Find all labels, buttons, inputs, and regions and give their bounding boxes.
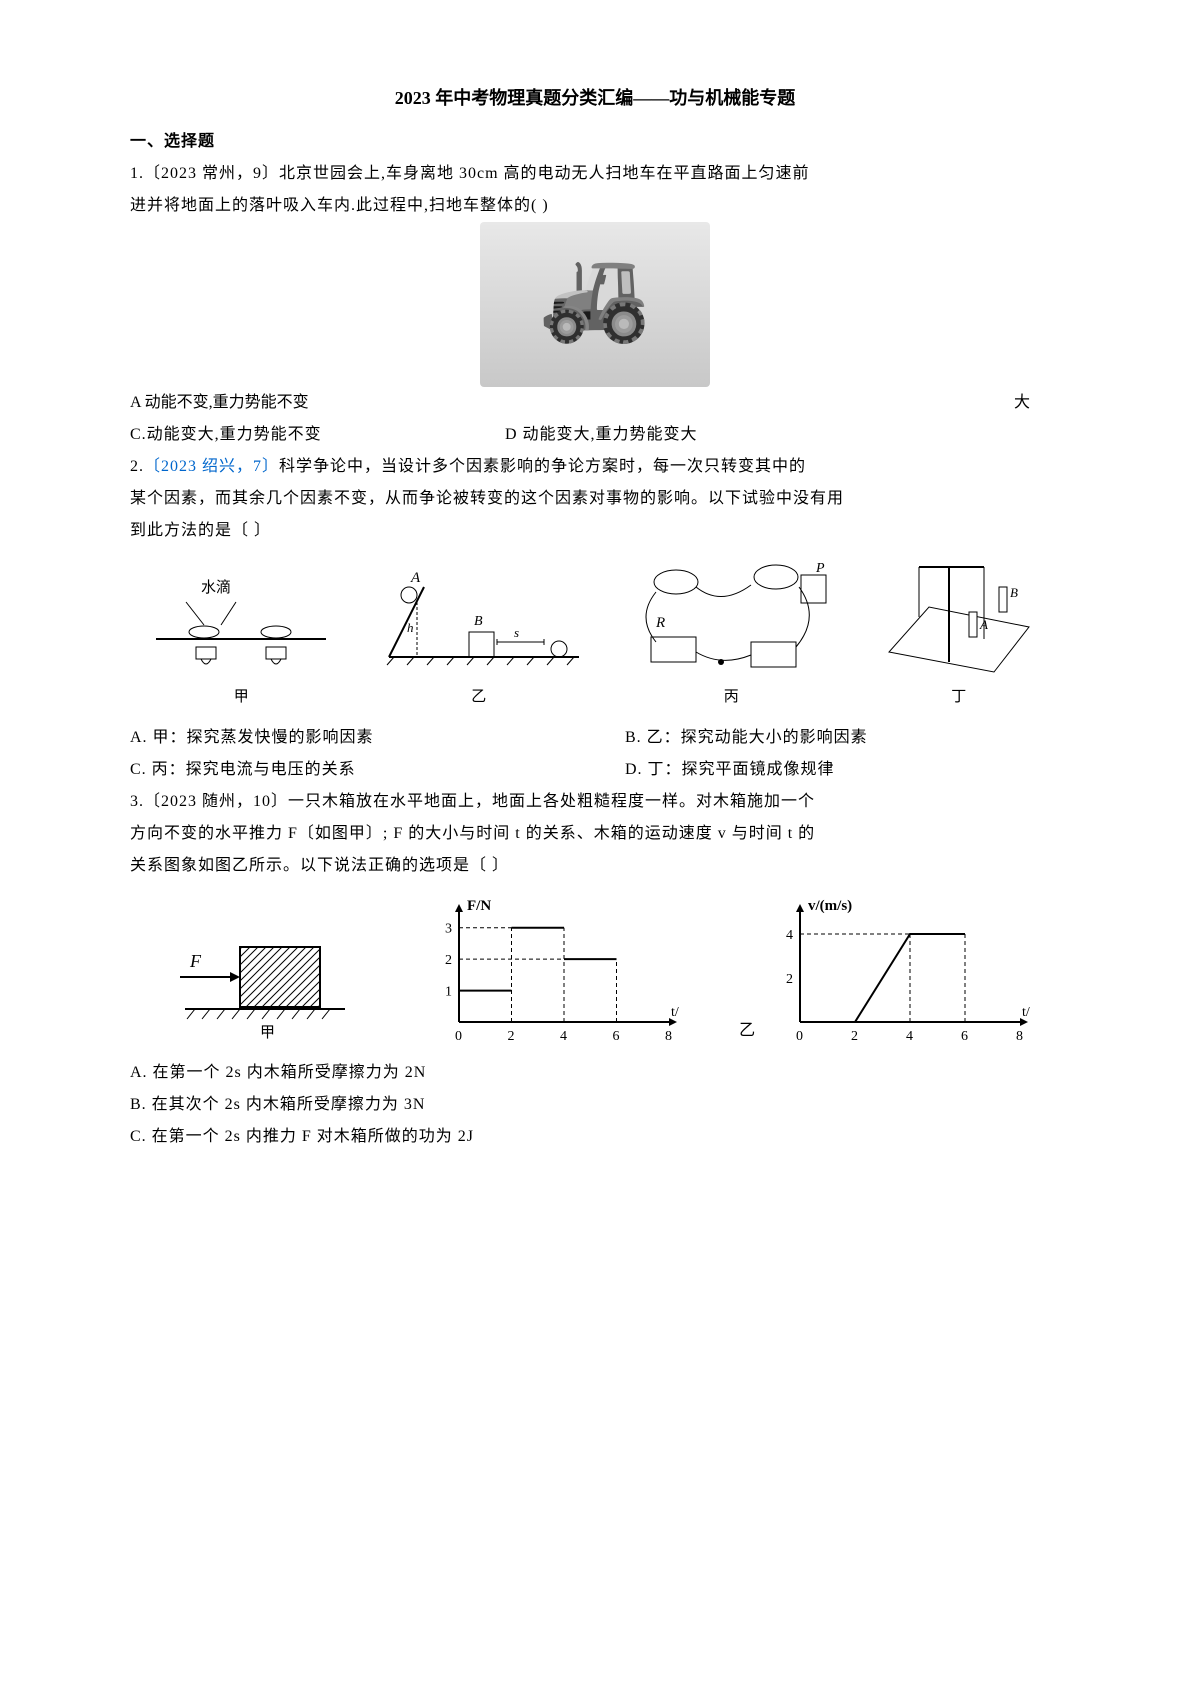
svg-text:P: P xyxy=(815,561,825,576)
svg-text:4: 4 xyxy=(560,1029,567,1044)
svg-text:6: 6 xyxy=(613,1029,620,1044)
water-label: 水滴 xyxy=(201,578,231,596)
q3-fig-jia: F 甲 xyxy=(160,917,360,1047)
svg-text:s: s xyxy=(514,625,519,640)
svg-text:B: B xyxy=(1010,585,1018,600)
cap-bing: 丙 xyxy=(621,682,841,712)
q2-options-row1: A. 甲：探究蒸发快慢的影响因素 B. 乙：探究动能大小的影响因素 xyxy=(130,722,1060,754)
q3-option-c: C. 在第一个 2s 内推力 F 对木箱所做的功为 2J xyxy=(130,1121,1060,1153)
q2-line3: 到此方法的是〔 〕 xyxy=(130,515,1060,547)
q2-caption-row: 甲 乙 丙 丁 xyxy=(130,682,1060,712)
svg-text:0: 0 xyxy=(796,1029,803,1044)
q1-option-b-tail: 大 xyxy=(500,387,1060,419)
q1-line1: 1.〔2023 常州，9〕北京世园会上,车身离地 30cm 高的电动无人扫地车在… xyxy=(130,158,1060,190)
q1-options-row1: A 动能不变,重力势能不变 大 xyxy=(130,387,1060,419)
q3-figure-row: F 甲 F/N t/s 1 2 3 0 2 4 6 8 乙 v/(m/s) t/s 2 4 0 2 4 6 8 xyxy=(130,897,1060,1047)
cap-yi: 乙 xyxy=(369,682,589,712)
q2-figure-row: 水滴 A h B s xyxy=(130,557,1060,677)
q1-figure xyxy=(130,222,1060,387)
q3-option-a: A. 在第一个 2s 内木箱所受摩擦力为 2N xyxy=(130,1057,1060,1089)
svg-text:F/N: F/N xyxy=(467,898,491,914)
svg-text:6: 6 xyxy=(961,1029,968,1044)
q2-fig-jia: 水滴 xyxy=(146,577,336,677)
svg-text:甲: 甲 xyxy=(260,1025,275,1041)
svg-text:A: A xyxy=(410,570,421,586)
svg-text:0: 0 xyxy=(455,1029,462,1044)
svg-text:2: 2 xyxy=(851,1029,858,1044)
svg-text:B: B xyxy=(474,614,483,629)
q2-prefix: 2. xyxy=(130,458,144,475)
q2-line1: 2.〔2023 绍兴，7〕科学争论中，当设计多个因素影响的争论方案时，每一次只转… xyxy=(130,451,1060,483)
svg-text:t/s: t/s xyxy=(671,1005,679,1020)
q1-option-c: C.动能变大,重力势能不变 xyxy=(130,419,500,451)
q2-option-a: A. 甲：探究蒸发快慢的影响因素 xyxy=(130,722,565,754)
q3-line3: 关系图象如图乙所示。以下说法正确的选项是〔 〕 xyxy=(130,850,1060,882)
svg-text:F: F xyxy=(189,951,202,971)
q2-rest1: 科学争论中，当设计多个因素影响的争论方案时，每一次只转变其中的 xyxy=(279,458,806,475)
svg-text:8: 8 xyxy=(665,1029,672,1044)
q3-chart-velocity: v/(m/s) t/s 2 4 0 2 4 6 8 xyxy=(760,897,1030,1047)
svg-text:3: 3 xyxy=(445,922,452,937)
svg-text:R: R xyxy=(655,615,665,631)
svg-text:A: A xyxy=(979,617,988,632)
q3-option-b: B. 在其次个 2s 内木箱所受摩擦力为 3N xyxy=(130,1089,1060,1121)
q2-fig-bing: P R xyxy=(621,557,841,677)
cap-jia: 甲 xyxy=(146,682,336,712)
section-heading: 一、选择题 xyxy=(130,126,1060,158)
svg-text:h: h xyxy=(407,620,414,635)
svg-text:2: 2 xyxy=(786,972,793,987)
svg-text:4: 4 xyxy=(906,1029,913,1044)
q2-options-row2: C. 丙：探究电流与电压的关系 D. 丁：探究平面镜成像规律 xyxy=(130,754,1060,786)
q3-cap-yi: 乙 xyxy=(739,1015,755,1047)
svg-text:t/s: t/s xyxy=(1022,1005,1030,1020)
q1-option-d: D 动能变大,重力势能变大 xyxy=(505,426,698,443)
q3-chart-force: F/N t/s 1 2 3 0 2 4 6 8 xyxy=(419,897,679,1047)
q2-source-link[interactable]: 〔2023 绍兴，7〕 xyxy=(144,458,279,475)
q3-line1: 3.〔2023 随州，10〕一只木箱放在水平地面上，地面上各处粗糙程度一样。对木… xyxy=(130,786,1060,818)
svg-text:8: 8 xyxy=(1016,1029,1023,1044)
q2-line2: 某个因素，而其余几个因素不变，从而争论被转变的这个因素对事物的影响。以下试验中没… xyxy=(130,483,1060,515)
q3-line2: 方向不变的水平推力 F〔如图甲〕; F 的大小与时间 t 的关系、木箱的运动速度… xyxy=(130,818,1060,850)
sweeper-image xyxy=(480,222,710,387)
svg-text:1: 1 xyxy=(445,985,452,1000)
q2-option-b: B. 乙：探究动能大小的影响因素 xyxy=(625,722,1060,754)
q2-fig-yi: A h B s xyxy=(369,567,589,677)
document-page: 2023 年中考物理真题分类汇编——功与机械能专题 一、选择题 1.〔2023 … xyxy=(0,0,1190,1684)
svg-text:v/(m/s): v/(m/s) xyxy=(808,898,852,914)
page-title: 2023 年中考物理真题分类汇编——功与机械能专题 xyxy=(130,80,1060,116)
svg-text:2: 2 xyxy=(508,1029,515,1044)
q2-option-c: C. 丙：探究电流与电压的关系 xyxy=(130,754,565,786)
q2-option-d: D. 丁：探究平面镜成像规律 xyxy=(625,754,1060,786)
q1-options-row2: C.动能变大,重力势能不变 D 动能变大,重力势能变大 xyxy=(130,419,1060,451)
q2-fig-ding: A B xyxy=(874,557,1044,677)
q1-option-a: A 动能不变,重力势能不变 xyxy=(130,387,500,419)
svg-text:4: 4 xyxy=(786,928,793,943)
svg-text:2: 2 xyxy=(445,953,452,968)
cap-ding: 丁 xyxy=(874,682,1044,712)
